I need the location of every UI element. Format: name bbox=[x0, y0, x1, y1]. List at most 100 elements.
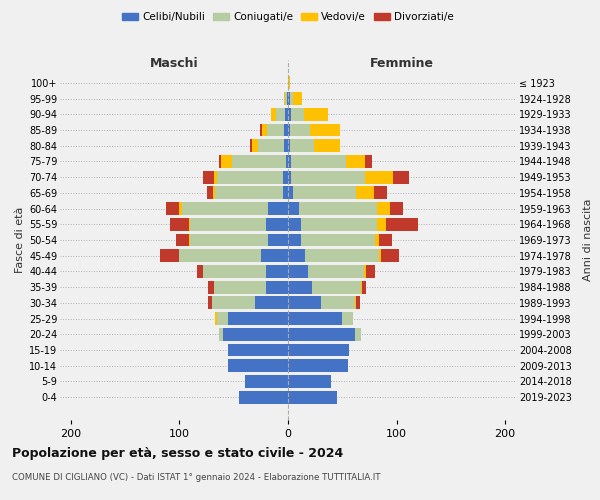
Bar bbox=[394, 170, 409, 183]
Bar bbox=[190, 234, 268, 246]
Bar bbox=[390, 202, 403, 215]
Bar bbox=[355, 328, 361, 341]
Bar bbox=[286, 155, 288, 168]
Bar bbox=[285, 108, 288, 120]
Bar bbox=[283, 186, 288, 200]
Bar bbox=[288, 280, 312, 293]
Bar bbox=[288, 296, 320, 310]
Bar bbox=[377, 202, 390, 215]
Bar bbox=[366, 265, 375, 278]
Bar bbox=[228, 312, 288, 325]
Bar bbox=[189, 218, 190, 230]
Bar bbox=[217, 170, 283, 183]
Bar bbox=[288, 375, 331, 388]
Bar bbox=[379, 234, 392, 246]
Bar bbox=[271, 108, 276, 120]
Bar bbox=[288, 218, 301, 230]
Bar bbox=[228, 344, 288, 356]
Bar bbox=[288, 139, 290, 152]
Bar bbox=[284, 124, 288, 136]
Bar bbox=[179, 250, 261, 262]
Bar bbox=[206, 186, 213, 200]
Bar bbox=[276, 108, 285, 120]
Bar bbox=[287, 92, 288, 105]
Bar bbox=[232, 155, 286, 168]
Bar bbox=[355, 296, 356, 310]
Bar bbox=[256, 296, 288, 310]
Bar bbox=[301, 234, 375, 246]
Bar bbox=[290, 92, 293, 105]
Bar bbox=[288, 360, 348, 372]
Bar bbox=[365, 170, 394, 183]
Bar bbox=[288, 108, 291, 120]
Bar bbox=[268, 124, 284, 136]
Bar bbox=[218, 328, 223, 341]
Bar bbox=[203, 265, 266, 278]
Bar bbox=[342, 312, 353, 325]
Bar bbox=[288, 328, 355, 341]
Bar bbox=[266, 218, 288, 230]
Bar bbox=[283, 170, 288, 183]
Text: COMUNE DI CIGLIANO (VC) - Dati ISTAT 1° gennaio 2024 - Elaborazione TUTTITALIA.I: COMUNE DI CIGLIANO (VC) - Dati ISTAT 1° … bbox=[12, 472, 380, 482]
Bar bbox=[223, 328, 288, 341]
Bar bbox=[268, 234, 288, 246]
Bar bbox=[290, 139, 314, 152]
Bar bbox=[182, 202, 268, 215]
Bar bbox=[214, 170, 217, 183]
Bar bbox=[382, 250, 399, 262]
Bar bbox=[213, 186, 215, 200]
Bar bbox=[189, 234, 190, 246]
Text: Popolazione per età, sesso e stato civile - 2024: Popolazione per età, sesso e stato civil… bbox=[12, 448, 343, 460]
Bar bbox=[288, 170, 291, 183]
Bar bbox=[288, 124, 290, 136]
Bar bbox=[179, 202, 182, 215]
Bar bbox=[293, 92, 302, 105]
Bar bbox=[208, 296, 212, 310]
Bar bbox=[299, 202, 377, 215]
Bar bbox=[160, 250, 179, 262]
Bar bbox=[288, 186, 293, 200]
Bar bbox=[356, 186, 374, 200]
Bar bbox=[346, 155, 365, 168]
Bar bbox=[288, 390, 337, 404]
Bar bbox=[288, 92, 290, 105]
Bar bbox=[364, 265, 366, 278]
Bar bbox=[170, 218, 189, 230]
Bar bbox=[212, 296, 256, 310]
Bar bbox=[203, 170, 214, 183]
Bar bbox=[284, 92, 285, 105]
Bar bbox=[288, 312, 342, 325]
Bar bbox=[266, 280, 288, 293]
Bar bbox=[288, 155, 291, 168]
Bar bbox=[221, 155, 232, 168]
Bar bbox=[320, 296, 355, 310]
Bar bbox=[361, 280, 362, 293]
Bar bbox=[166, 202, 179, 215]
Bar bbox=[262, 124, 268, 136]
Bar bbox=[217, 312, 228, 325]
Bar bbox=[308, 265, 364, 278]
Bar bbox=[228, 360, 288, 372]
Bar bbox=[245, 375, 288, 388]
Bar bbox=[314, 139, 340, 152]
Bar bbox=[215, 186, 283, 200]
Bar bbox=[288, 265, 308, 278]
Bar bbox=[214, 280, 266, 293]
Bar bbox=[293, 186, 356, 200]
Bar bbox=[312, 280, 361, 293]
Bar bbox=[290, 124, 310, 136]
Bar bbox=[386, 218, 418, 230]
Bar bbox=[288, 234, 301, 246]
Bar bbox=[197, 265, 203, 278]
Bar bbox=[215, 312, 217, 325]
Bar bbox=[305, 250, 379, 262]
Bar bbox=[284, 139, 288, 152]
Y-axis label: Anni di nascita: Anni di nascita bbox=[583, 198, 593, 281]
Bar bbox=[288, 76, 290, 90]
Bar bbox=[266, 265, 288, 278]
Bar bbox=[301, 218, 377, 230]
Bar bbox=[250, 139, 252, 152]
Bar bbox=[260, 124, 262, 136]
Bar bbox=[218, 155, 221, 168]
Bar bbox=[291, 108, 304, 120]
